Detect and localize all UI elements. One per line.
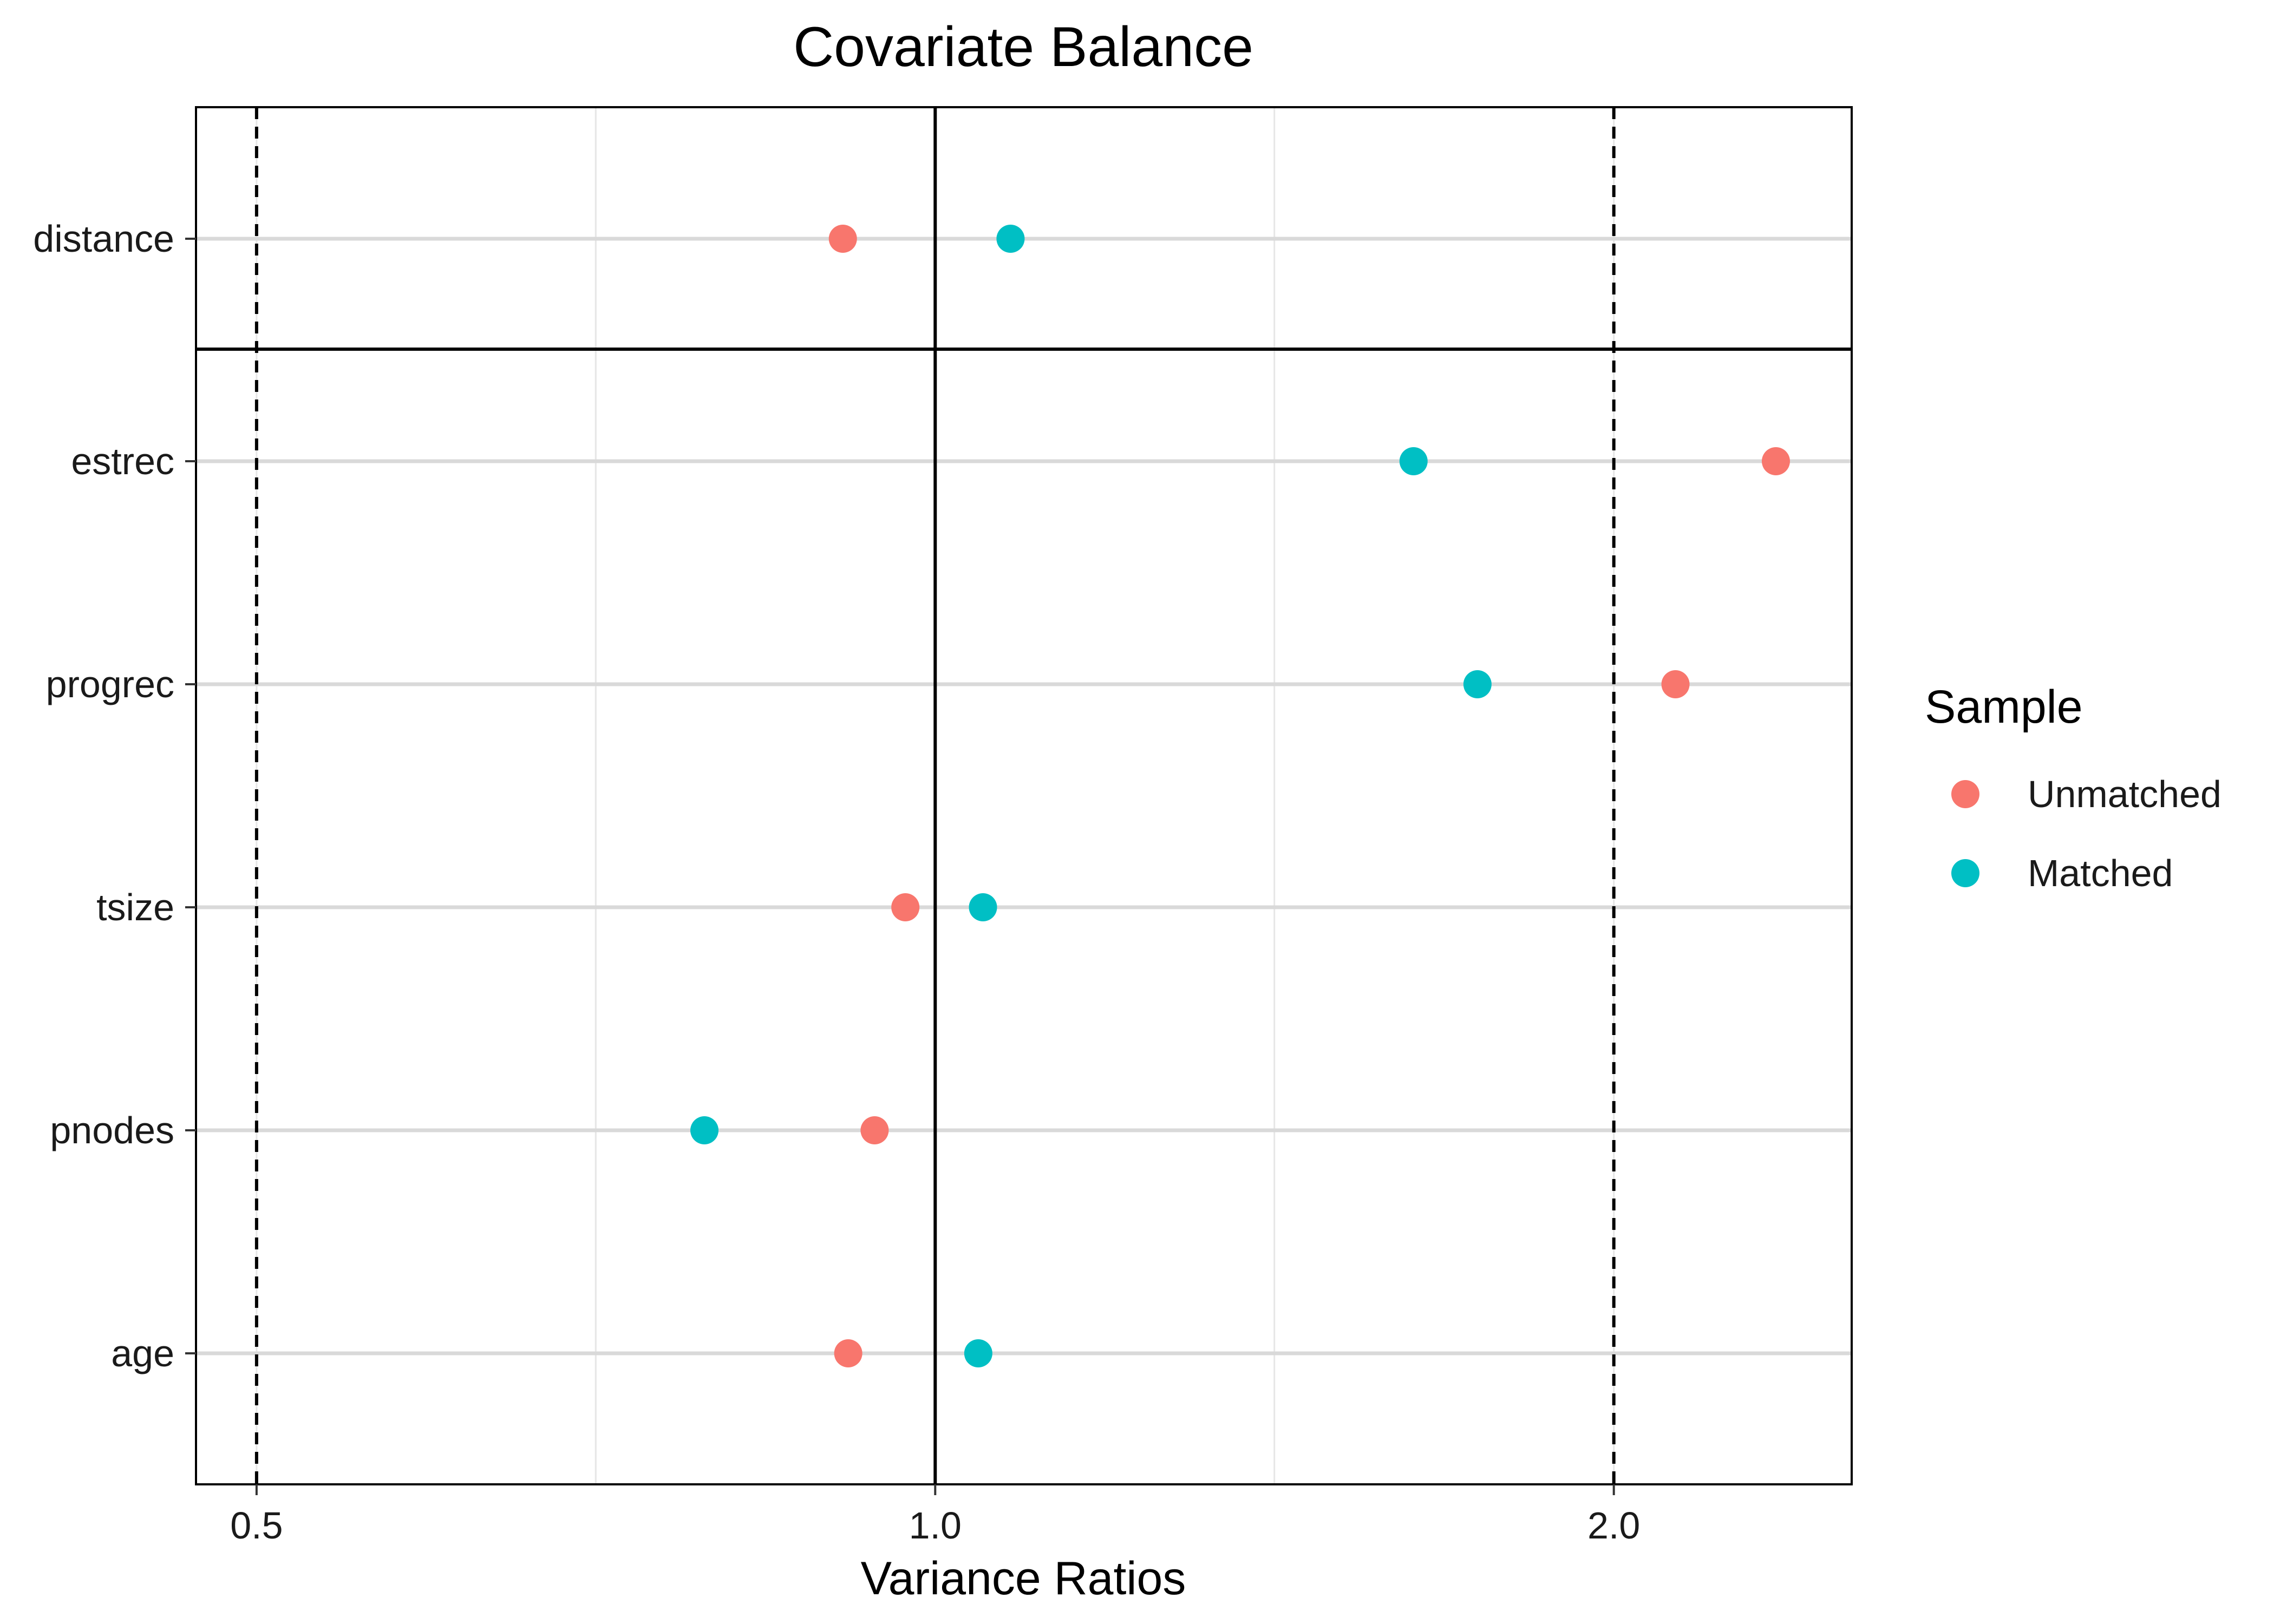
y-tick-label-tsize: tsize <box>96 886 174 928</box>
point-matched-estrec: estrec: 1.63 <box>1399 447 1428 475</box>
y-tick-label-pnodes: pnodes <box>50 1109 174 1151</box>
x-axis-title: Variance Ratios <box>861 1553 1186 1605</box>
legend-key-matched <box>1951 859 1979 887</box>
panel-border <box>195 106 1853 1485</box>
point-unmatched-age: age: 0.915 <box>834 1339 862 1367</box>
chart-title: Covariate Balance <box>793 16 1253 78</box>
point-unmatched-tsize: tsize: 0.97 <box>891 893 920 921</box>
legend-label-unmatched: Unmatched <box>2028 773 2221 815</box>
x-tick-label: 1.0 <box>909 1504 962 1547</box>
y-tick-label-progrec: progrec <box>46 663 174 705</box>
legend-label-matched: Matched <box>2028 852 2173 894</box>
legend-title: Sample <box>1925 681 2083 733</box>
reference-lines <box>254 107 1616 1484</box>
y-tick-label-age: age <box>111 1332 174 1374</box>
x-tick-label: 0.5 <box>230 1504 283 1547</box>
point-unmatched-pnodes: pnodes: 0.94 <box>860 1116 889 1144</box>
legend-key-unmatched <box>1951 780 1979 808</box>
point-unmatched-distance: distance: 0.91 <box>828 225 857 253</box>
y-tick-label-distance: distance <box>33 218 174 260</box>
point-matched-progrec: progrec: 1.74 <box>1463 670 1492 698</box>
x-tick-label: 2.0 <box>1587 1504 1640 1547</box>
point-matched-pnodes: pnodes: 0.79 <box>690 1116 719 1144</box>
point-matched-distance: distance: 1.08 <box>996 225 1025 253</box>
point-unmatched-estrec: estrec: 2.36 <box>1761 447 1790 475</box>
legend: Sample Unmatched Matched <box>1925 681 2221 894</box>
point-matched-tsize: tsize: 1.05 <box>969 893 997 921</box>
axes: distance estrec progrec tsize pnodes age 0.5 1.… <box>33 218 1640 1547</box>
panel-frame <box>195 106 1853 1485</box>
data-points: distance: 0.91 estrec: 2.36 progrec: 2.13 t… <box>690 225 1790 1367</box>
point-matched-age: age: 1.045 <box>964 1339 992 1367</box>
y-tick-label-estrec: estrec <box>71 440 174 482</box>
point-unmatched-progrec: progrec: 2.13 <box>1661 670 1690 698</box>
